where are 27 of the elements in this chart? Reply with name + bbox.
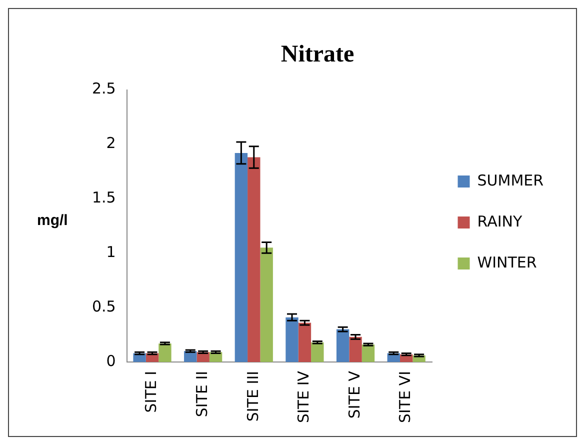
bar [234, 152, 248, 362]
legend-label: SUMMER [477, 171, 544, 190]
bar [286, 317, 298, 362]
legend-label: WINTER [477, 253, 537, 272]
bar [311, 342, 324, 362]
x-tick-label: SITE III [244, 370, 262, 422]
chart-title: Nitrate [280, 42, 354, 68]
x-tick-label: SITE I [142, 370, 160, 413]
legend-label: RAINY [477, 212, 523, 230]
x-tick-label: SITE VI [396, 370, 414, 424]
x-tick-label: SITE V [345, 370, 364, 419]
bar [362, 344, 375, 362]
bar [349, 336, 362, 362]
bar [260, 248, 273, 362]
x-tick-label: SITE IV [294, 370, 313, 424]
y-tick-label: 1 [106, 242, 116, 261]
bar [336, 329, 350, 362]
y-axis-title: mg/l [37, 212, 68, 230]
y-tick-label: 1.5 [92, 188, 116, 207]
bar [298, 322, 312, 362]
bar [158, 343, 172, 362]
y-tick-label: 2 [106, 134, 116, 152]
x-tick-label: SITE II [192, 370, 211, 418]
y-tick-label: 0.5 [92, 297, 116, 316]
y-tick-label: 2.5 [92, 80, 116, 98]
bar [248, 157, 260, 362]
y-tick-label: 0 [106, 352, 116, 370]
